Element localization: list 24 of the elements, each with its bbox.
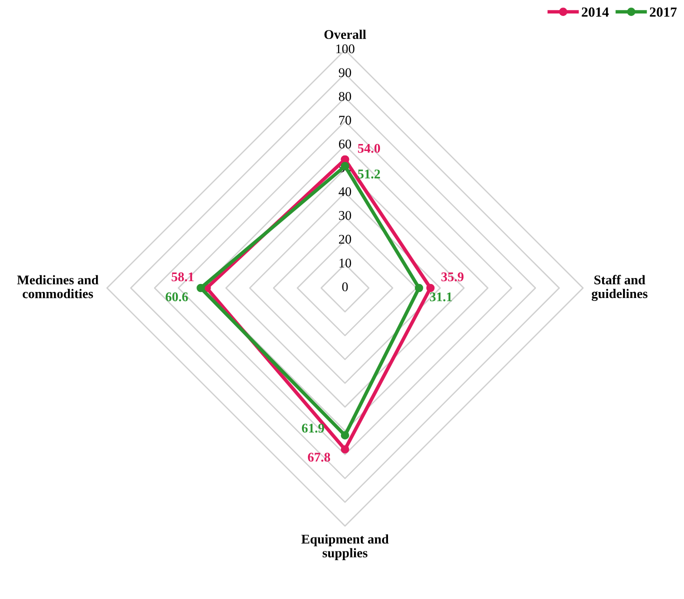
- data-label: 67.8: [308, 452, 330, 462]
- y-tick-label: 60: [338, 140, 352, 149]
- spoke-label: Staff and guidelines: [592, 274, 648, 301]
- data-label: 61.9: [302, 424, 324, 433]
- y-tick-label: 30: [339, 211, 352, 220]
- data-label: 51.2: [358, 170, 380, 179]
- legend-label: 2014: [582, 7, 609, 17]
- y-tick-label: 40: [338, 187, 352, 196]
- data-label: 31.1: [430, 292, 452, 302]
- data-label: 58.1: [172, 272, 194, 282]
- data-label: 35.9: [441, 272, 464, 282]
- y-tick-label: 10: [340, 258, 352, 268]
- y-tick-label: 100: [336, 44, 354, 54]
- y-tick-label: 20: [338, 234, 352, 244]
- y-tick-label: 80: [338, 92, 352, 101]
- spoke-label: Overall: [324, 30, 366, 39]
- legend-label: 2017: [650, 7, 677, 17]
- data-label: 60.6: [166, 292, 188, 302]
- y-tick-label: 70: [339, 116, 352, 125]
- spoke-label: Medicines and commodities: [17, 275, 99, 298]
- y-tick-label: 90: [338, 68, 352, 78]
- data-label: 54.0: [358, 144, 380, 153]
- y-tick-label: 0: [342, 282, 348, 292]
- spoke-label: Equipment and supplies: [301, 534, 389, 560]
